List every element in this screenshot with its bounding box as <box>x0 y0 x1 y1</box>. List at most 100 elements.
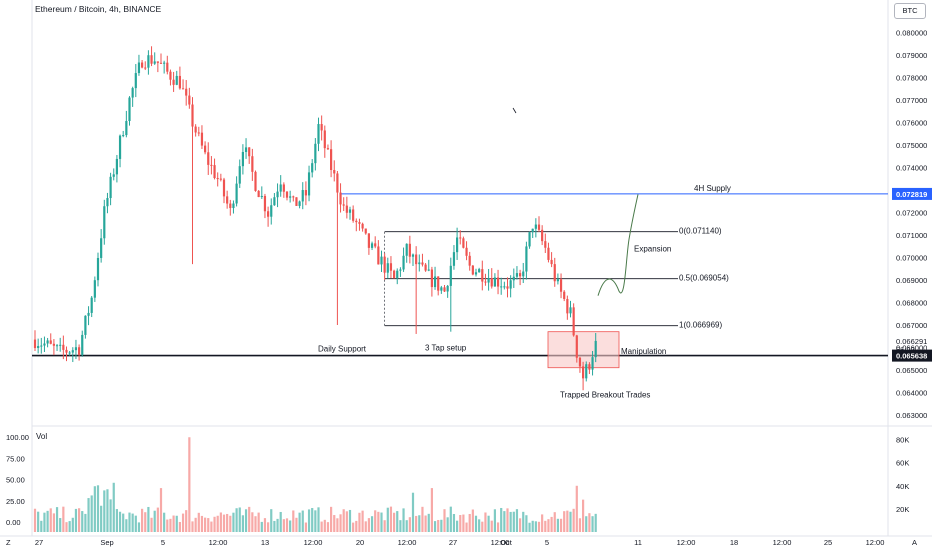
candle-body <box>248 147 251 157</box>
label-daily-support: Daily Support <box>318 345 367 354</box>
candle-body <box>298 201 301 206</box>
volume-bar <box>443 509 446 532</box>
candle-body <box>563 291 566 299</box>
candle-body <box>204 145 207 153</box>
price-axis-tick: 0.066000 <box>896 343 927 352</box>
volume-bar <box>506 508 509 532</box>
volume-bar <box>544 520 547 532</box>
price-axis-tick: 0.074000 <box>896 163 927 172</box>
volume-bar <box>141 508 144 532</box>
volume-axis-left-tick: 25.00 <box>6 497 25 506</box>
volume-bar <box>323 519 326 532</box>
volume-bar <box>355 520 358 532</box>
price-axis-tick: 0.065000 <box>896 366 927 375</box>
candle-body <box>443 287 446 292</box>
price-badge-label: 0.072819 <box>896 190 927 199</box>
candle-body <box>270 205 273 217</box>
label-manipulation: Manipulation <box>621 347 666 356</box>
candle-body <box>150 55 153 64</box>
volume-bar <box>594 513 597 532</box>
volume-bar <box>188 437 191 532</box>
candle-body <box>103 206 106 239</box>
candle-body <box>200 132 204 146</box>
candle-body <box>582 366 585 379</box>
candle-body <box>456 237 459 253</box>
candle-body <box>185 88 188 96</box>
volume-bar <box>459 515 462 532</box>
volume-bar <box>285 518 289 532</box>
volume-axis-left-tick: 100.00 <box>6 433 29 442</box>
time-axis-tick: Oct <box>500 538 513 547</box>
candle-body <box>345 205 348 213</box>
candle-body <box>235 183 238 204</box>
candle-body <box>166 62 169 72</box>
volume-bar <box>537 521 541 532</box>
currency-button[interactable]: BTC <box>894 3 926 19</box>
volume-bar <box>134 515 137 532</box>
volume-bar <box>55 507 59 532</box>
time-axis-tick: 12:00 <box>491 538 510 547</box>
volume-bar <box>282 519 285 532</box>
candle-body <box>106 198 109 207</box>
candle-body <box>547 247 550 260</box>
volume-bar <box>52 513 55 532</box>
time-axis-tick: 12:00 <box>866 538 885 547</box>
volume-bar <box>465 522 468 532</box>
candle-body <box>449 265 452 286</box>
candle-body <box>528 232 531 247</box>
volume-bar <box>471 509 474 532</box>
volume-bar <box>575 485 578 532</box>
volume-bar <box>216 515 219 532</box>
volume-bar <box>232 512 235 532</box>
candle-body <box>222 179 226 197</box>
volume-bar <box>235 508 238 532</box>
candle-body <box>307 172 311 196</box>
candle-body <box>71 350 74 353</box>
candle-body <box>169 71 172 80</box>
candle-body <box>194 126 197 133</box>
volume-bar <box>185 510 188 532</box>
candle-body <box>569 307 572 314</box>
volume-bar <box>396 511 399 532</box>
candle-body <box>260 195 263 198</box>
candle-body <box>496 277 500 287</box>
label-3-tap-setup: 3 Tap setup <box>425 343 467 352</box>
volume-bar <box>78 508 81 532</box>
volume-bar <box>213 516 216 532</box>
candle-body <box>156 61 159 63</box>
time-axis-tick: 12:00 <box>304 538 323 547</box>
volume-bar <box>553 512 556 532</box>
volume-bar <box>93 486 96 532</box>
candle-body <box>506 286 509 289</box>
candle-body <box>232 203 235 209</box>
candle-body <box>437 276 440 291</box>
volume-bar <box>71 517 74 532</box>
candle-body <box>537 224 541 230</box>
volume-bar <box>481 521 484 532</box>
candle-body <box>282 184 285 192</box>
volume-bar <box>348 509 352 532</box>
candle-body <box>292 196 295 198</box>
candle-body <box>396 270 399 279</box>
volume-bar <box>222 514 226 532</box>
volume-bar <box>128 512 131 532</box>
candle-body <box>172 79 175 85</box>
label-4h-supply: 4H Supply <box>694 184 731 193</box>
volume-bar <box>374 510 377 532</box>
volume-bar <box>317 507 320 532</box>
volume-bar <box>241 515 244 532</box>
candle-body <box>68 352 71 354</box>
volume-bar <box>380 512 383 532</box>
time-axis-tick: 27 <box>449 538 457 547</box>
price-axis-tick: 0.068000 <box>896 298 927 307</box>
volume-bar <box>515 509 519 532</box>
volume-bar <box>197 512 200 532</box>
candle-body <box>430 269 433 288</box>
volume-bar <box>474 515 478 532</box>
candle-body <box>374 243 377 247</box>
candle-body <box>115 158 118 175</box>
candle-body <box>153 61 156 64</box>
volume-bar <box>314 510 317 532</box>
candle-body <box>273 197 276 206</box>
